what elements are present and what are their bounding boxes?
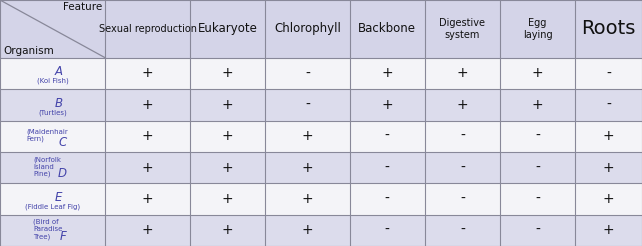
- Text: E: E: [55, 191, 62, 204]
- Text: +: +: [381, 98, 393, 112]
- Text: +: +: [532, 66, 543, 80]
- Text: Feature: Feature: [63, 2, 102, 12]
- Text: Eukaryote: Eukaryote: [198, 22, 257, 35]
- Text: +: +: [532, 98, 543, 112]
- Text: +: +: [603, 223, 614, 237]
- Text: -: -: [535, 192, 540, 206]
- Text: -: -: [385, 223, 390, 237]
- Text: -: -: [460, 161, 465, 175]
- Text: +: +: [603, 161, 614, 175]
- Text: (Maidenhair
Fern): (Maidenhair Fern): [27, 128, 69, 142]
- Text: -: -: [460, 223, 465, 237]
- Text: +: +: [221, 223, 233, 237]
- Bar: [0, 215, 642, 246]
- Text: (Bird of
Paradise
Tree): (Bird of Paradise Tree): [33, 219, 62, 240]
- Text: (Norfolk
Island
Pine): (Norfolk Island Pine): [33, 156, 62, 177]
- Text: -: -: [460, 192, 465, 206]
- Bar: [0, 89, 642, 121]
- Text: F: F: [59, 230, 66, 243]
- Text: C: C: [58, 136, 67, 149]
- Text: +: +: [142, 66, 153, 80]
- Text: -: -: [535, 223, 540, 237]
- Text: +: +: [381, 66, 393, 80]
- Bar: [0, 0, 642, 58]
- Text: +: +: [302, 161, 313, 175]
- Text: +: +: [456, 98, 468, 112]
- Text: +: +: [302, 192, 313, 206]
- Text: -: -: [305, 66, 310, 80]
- Text: +: +: [221, 98, 233, 112]
- Text: (Koi Fish): (Koi Fish): [37, 78, 69, 84]
- Text: +: +: [221, 161, 233, 175]
- Text: -: -: [535, 161, 540, 175]
- Text: Chlorophyll: Chlorophyll: [274, 22, 341, 35]
- Text: +: +: [221, 129, 233, 143]
- Text: -: -: [385, 129, 390, 143]
- Text: -: -: [535, 129, 540, 143]
- Bar: [0, 152, 642, 183]
- Text: +: +: [221, 192, 233, 206]
- Text: -: -: [385, 161, 390, 175]
- Text: +: +: [142, 161, 153, 175]
- Bar: [0, 58, 642, 89]
- Text: +: +: [302, 223, 313, 237]
- Text: -: -: [385, 192, 390, 206]
- Text: D: D: [58, 167, 67, 180]
- Text: -: -: [305, 98, 310, 112]
- Text: B: B: [55, 97, 63, 110]
- Text: +: +: [456, 66, 468, 80]
- Text: -: -: [606, 98, 611, 112]
- Bar: [0, 121, 642, 152]
- Text: (Turtles): (Turtles): [39, 109, 67, 116]
- Text: +: +: [221, 66, 233, 80]
- Text: Roots: Roots: [582, 19, 636, 38]
- Text: +: +: [142, 223, 153, 237]
- Text: Sexual reproduction: Sexual reproduction: [99, 24, 196, 34]
- Text: +: +: [603, 129, 614, 143]
- Text: -: -: [606, 66, 611, 80]
- Text: A: A: [55, 65, 63, 78]
- Text: Organism: Organism: [3, 46, 54, 56]
- Text: +: +: [302, 129, 313, 143]
- Text: +: +: [142, 98, 153, 112]
- Text: Backbone: Backbone: [358, 22, 416, 35]
- Text: Digestive
system: Digestive system: [439, 18, 485, 40]
- Text: (Fiddle Leaf Fig): (Fiddle Leaf Fig): [25, 203, 80, 210]
- Text: Egg
laying: Egg laying: [523, 18, 552, 40]
- Bar: [0, 183, 642, 215]
- Text: +: +: [142, 192, 153, 206]
- Text: +: +: [142, 129, 153, 143]
- Text: +: +: [603, 192, 614, 206]
- Text: -: -: [460, 129, 465, 143]
